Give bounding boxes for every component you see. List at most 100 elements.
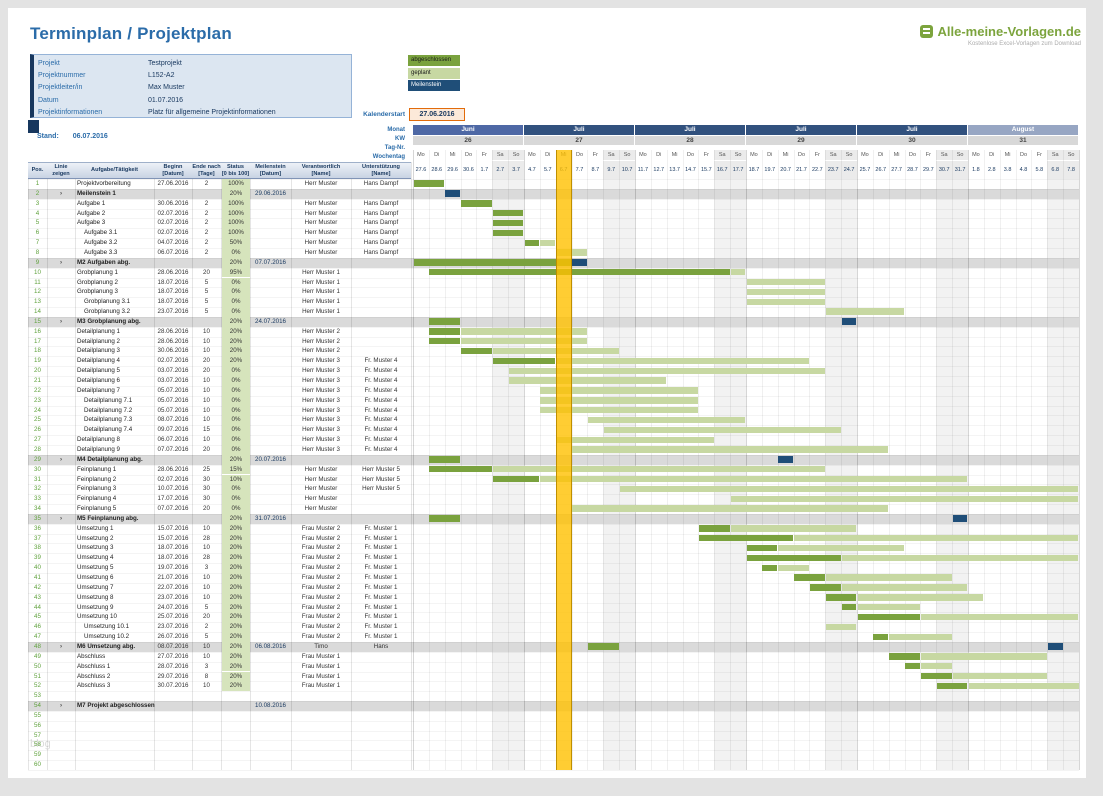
cell-status[interactable]: 20% [222, 563, 250, 573]
weekday-cell[interactable]: Sa [825, 150, 842, 160]
cell-duration[interactable]: 10 [203, 524, 210, 532]
cell-begin[interactable]: 26.07.2016 [157, 633, 189, 641]
cell-pos[interactable]: 28 [34, 445, 41, 453]
cell-task[interactable]: Detailplanung 7.2 [84, 406, 133, 414]
cell-responsible[interactable]: Herr Muster 1 [302, 298, 340, 306]
weekday-cell[interactable]: Fr [1036, 152, 1042, 158]
cell-status[interactable]: 20% [222, 632, 250, 642]
weekday-cell[interactable]: Di [545, 152, 551, 158]
cell-pos[interactable]: 60 [34, 761, 41, 769]
cell-begin[interactable]: 06.07.2016 [157, 248, 189, 256]
cell-status[interactable]: 20% [222, 681, 250, 692]
cell-milestone[interactable]: 31.07.2016 [255, 514, 286, 522]
cell-begin[interactable]: 23.07.2016 [157, 308, 189, 316]
cell-pos[interactable]: 26 [34, 426, 41, 434]
cell-pos[interactable]: 45 [34, 613, 41, 621]
cell-begin[interactable]: 04.07.2016 [157, 239, 189, 247]
cell-task[interactable]: Aufgabe 1 [77, 199, 106, 207]
month-cell[interactable]: Juni [413, 125, 523, 135]
date-cell[interactable]: 28.7 [907, 167, 918, 173]
cell-status[interactable]: 20% [222, 612, 250, 623]
cell-pos[interactable]: 11 [34, 278, 41, 286]
cell-support[interactable]: Fr. Muster 1 [364, 603, 398, 611]
cell-responsible[interactable]: Frau Muster 2 [301, 524, 341, 532]
cell-status[interactable]: 20% [222, 641, 250, 652]
weekday-cell[interactable]: Sa [492, 150, 509, 160]
cell-duration[interactable]: 15 [203, 426, 210, 434]
cell-responsible[interactable]: Timo [314, 642, 328, 650]
cell-task[interactable]: Aufgabe 3.3 [84, 248, 118, 256]
cell-responsible[interactable]: Frau Muster 2 [301, 623, 341, 631]
cell-pos[interactable]: 36 [34, 524, 41, 532]
cell-duration[interactable]: 10 [203, 377, 210, 384]
cell-status[interactable]: 0% [222, 395, 250, 406]
date-cell[interactable]: 29.7 [922, 167, 934, 173]
cell-begin[interactable]: 28.06.2016 [157, 327, 189, 335]
cell-duration[interactable]: 20 [203, 613, 210, 621]
cell-begin[interactable]: 28.06.2016 [157, 337, 189, 345]
weekday-cell[interactable]: Di [656, 152, 662, 158]
cell-responsible[interactable]: Herr Muster [304, 465, 338, 473]
cell-task[interactable]: Detailplanung 8 [77, 436, 121, 444]
date-cell[interactable]: 30.6 [463, 167, 474, 173]
cell-status[interactable]: 0% [222, 435, 250, 445]
cell-duration[interactable]: 2 [204, 229, 209, 237]
cell-duration[interactable]: 10 [203, 386, 210, 394]
expand-arrow[interactable]: › [59, 455, 63, 463]
cell-begin[interactable]: 18.07.2016 [157, 554, 189, 562]
cell-pos[interactable]: 21 [34, 377, 41, 384]
cell-task[interactable]: Meilenstein 1 [77, 189, 116, 197]
cell-duration[interactable]: 20 [203, 445, 210, 453]
cell-begin[interactable]: 09.07.2016 [157, 426, 189, 434]
cell-responsible[interactable]: Frau Muster 2 [301, 633, 341, 641]
cell-pos[interactable]: 43 [34, 593, 41, 601]
cell-support[interactable]: Fr. Muster 4 [364, 367, 398, 375]
cell-duration[interactable]: 2 [204, 248, 209, 256]
column-header[interactable]: Unterstützung [Name] [362, 164, 400, 177]
expand-arrow[interactable]: › [59, 642, 63, 650]
kw-cell[interactable]: 29 [746, 136, 856, 145]
weekday-cell[interactable]: Mi [671, 152, 678, 158]
info-value[interactable]: L152-A2 [148, 72, 175, 80]
cell-responsible[interactable]: Herr Muster 3 [302, 426, 340, 434]
cell-status[interactable]: 20% [222, 543, 250, 554]
cell-support[interactable]: Fr. Muster 1 [364, 564, 398, 572]
cell-pos[interactable]: 22 [34, 386, 41, 394]
cell-task[interactable]: Detailplanung 3 [77, 347, 121, 355]
cell-pos[interactable]: 14 [34, 308, 41, 316]
cell-pos[interactable]: 30 [34, 465, 41, 473]
cell-pos[interactable]: 15 [34, 317, 41, 325]
cell-responsible[interactable]: Frau Muster 1 [301, 672, 341, 680]
cell-duration[interactable]: 2 [204, 623, 209, 631]
column-header[interactable]: Status [0 bis 100] [221, 164, 250, 177]
weekday-cell[interactable]: Sa [1047, 150, 1064, 160]
cell-task[interactable]: Grobplanung 1 [77, 268, 118, 276]
cell-duration[interactable]: 28 [203, 534, 210, 542]
cell-responsible[interactable]: Frau Muster 1 [301, 652, 341, 660]
cell-status[interactable]: 0% [222, 484, 250, 495]
cell-support[interactable]: Fr. Muster 4 [364, 426, 398, 434]
cell-responsible[interactable]: Frau Muster 2 [301, 574, 341, 581]
cell-pos[interactable]: 49 [34, 652, 41, 660]
cell-duration[interactable]: 10 [203, 593, 210, 601]
cell-support[interactable]: Hans Dampf [363, 219, 399, 227]
cell-task[interactable]: Umsetzung 1 [77, 524, 114, 532]
cell-pos[interactable]: 42 [34, 583, 41, 591]
cell-begin[interactable]: 18.07.2016 [157, 278, 189, 286]
cell-task[interactable]: Feinplanung 5 [77, 505, 117, 513]
cell-task[interactable]: Abschluss [77, 652, 106, 660]
date-cell[interactable]: 8.7 [591, 167, 600, 173]
cell-duration[interactable]: 30 [203, 495, 210, 503]
cell-begin[interactable]: 28.07.2016 [157, 662, 189, 670]
cell-duration[interactable]: 5 [204, 298, 209, 306]
date-cell[interactable]: 26.7 [875, 167, 887, 173]
cell-task[interactable]: Detailplanung 6 [77, 377, 121, 384]
weekday-cell[interactable]: Fr [481, 152, 487, 158]
cell-duration[interactable]: 10 [203, 642, 210, 650]
column-header[interactable]: Ende nach [Tage] [192, 164, 221, 177]
weekday-cell[interactable]: Fr [814, 152, 820, 158]
weekday-cell[interactable]: Mo [861, 152, 869, 158]
cell-begin[interactable]: 21.07.2016 [157, 574, 189, 581]
cell-begin[interactable]: 19.07.2016 [157, 564, 189, 572]
cell-responsible[interactable]: Frau Muster 2 [301, 593, 341, 601]
